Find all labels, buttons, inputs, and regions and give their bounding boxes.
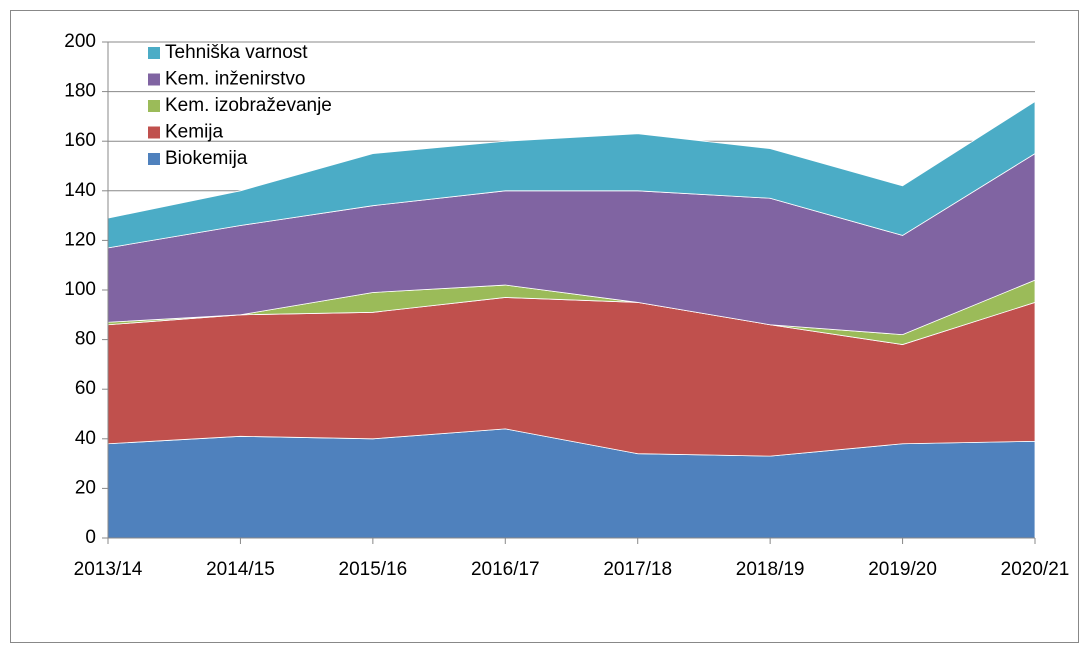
legend-swatch [148, 126, 160, 139]
x-tick-label: 2018/19 [736, 559, 805, 580]
legend-label: Kemija [165, 122, 224, 143]
y-tick-label: 160 [64, 130, 96, 151]
area [107, 428, 1036, 539]
legend-swatch [148, 47, 160, 59]
legend-label: Kem. izobraževanje [165, 95, 332, 116]
y-tick-label: 200 [64, 31, 96, 52]
y-tick-label: 20 [75, 477, 96, 498]
legend-swatch [148, 100, 160, 112]
legend-swatch [148, 153, 160, 165]
y-tick-label: 0 [85, 527, 96, 548]
area [107, 100, 1036, 249]
legend-swatch [148, 73, 160, 86]
y-tick-label: 40 [75, 428, 96, 449]
y-tick-label: 120 [64, 229, 96, 250]
x-tick-label: 2017/18 [603, 559, 672, 580]
legend-label: Tehniška varnost [165, 42, 308, 63]
legend-label: Biokemija [165, 148, 248, 169]
legend-label: Kem. inženirstvo [165, 69, 305, 90]
x-tick-label: 2016/17 [471, 559, 540, 580]
x-tick-label: 2013/14 [74, 559, 143, 580]
x-tick-label: 2015/16 [339, 559, 408, 580]
y-tick-label: 140 [64, 180, 96, 201]
x-tick-label: 2014/15 [206, 559, 275, 580]
x-tick-label: 2019/20 [868, 559, 937, 580]
y-tick-label: 80 [75, 329, 96, 350]
x-tick-label: 2020/21 [1001, 559, 1070, 580]
y-tick-label: 60 [75, 378, 96, 399]
y-tick-label: 180 [64, 81, 96, 102]
y-tick-label: 100 [64, 279, 96, 300]
